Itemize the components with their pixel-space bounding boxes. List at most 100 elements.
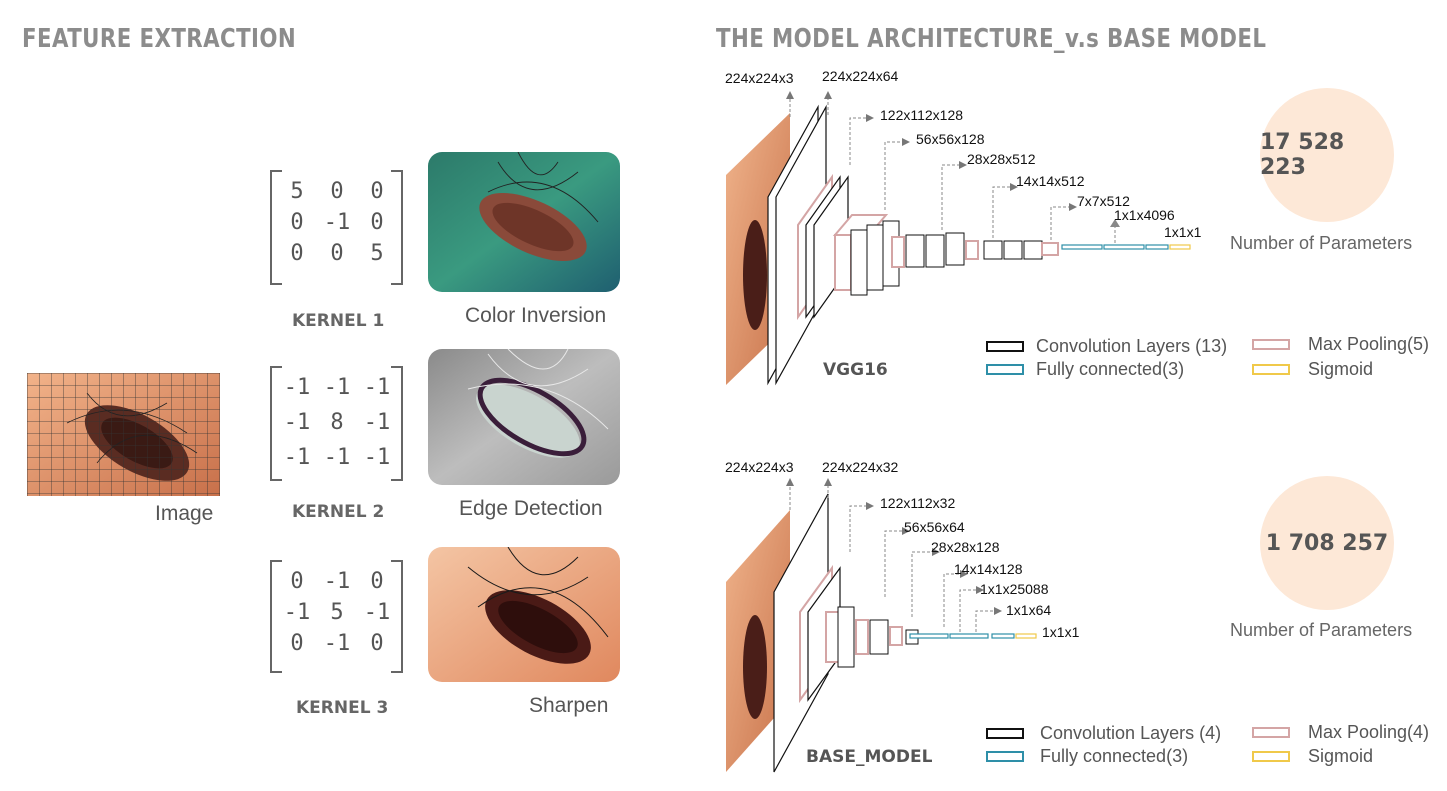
legend-conv-label: Convolution Layers (13) (1036, 336, 1228, 356)
vgg-dim-4: 28x28x512 (967, 151, 1036, 167)
matrix-cell: 0 (290, 210, 304, 235)
vgg16-param-circle: 17 528 223 (1260, 88, 1394, 222)
legend-conv-label: Convolution Layers (4) (1040, 723, 1222, 743)
matrix-cell: 0 (330, 241, 344, 266)
base-dim-5: 14x14x128 (954, 561, 1023, 577)
vgg-dim-3: 56x56x128 (916, 131, 985, 147)
base-param-circle: 1 708 257 (1260, 476, 1394, 610)
sigmoid-layer (1015, 633, 1037, 639)
fc-layer (1061, 244, 1103, 250)
matrix-cell: 5 (330, 600, 344, 625)
color-inversion-image (428, 152, 620, 292)
edge-detection-label: Edge Detection (459, 497, 603, 520)
base-dim-8: 1x1x1 (1042, 624, 1080, 640)
conv-layer (925, 234, 945, 268)
lesion (743, 220, 767, 330)
vgg-dim-2: 122x112x128 (880, 107, 964, 123)
sigmoid-layer (1169, 244, 1191, 250)
vgg16-diagram (726, 91, 1191, 386)
fc-layer (909, 633, 949, 639)
base-dim-6: 1x1x25088 (980, 581, 1049, 597)
conv-layer (945, 232, 965, 266)
matrix-cell: -1 (323, 445, 351, 470)
source-image (27, 373, 220, 496)
kernel-3-label: KERNEL 3 (296, 698, 389, 718)
fc-swatch (986, 364, 1024, 375)
base-dim-conv1: 224x224x32 (822, 459, 899, 475)
base-dim-input: 224x224x3 (725, 459, 794, 475)
legend-pool: Max Pooling(4) (1252, 722, 1429, 743)
kernel-2-label: KERNEL 2 (292, 502, 385, 522)
vgg-dim-5: 14x14x512 (1016, 173, 1085, 189)
legend-pool-label: Max Pooling(5) (1308, 334, 1430, 354)
matrix-cell: 0 (370, 631, 384, 656)
base-param-label: Number of Parameters (1230, 620, 1413, 640)
base-dim-3: 56x56x64 (904, 519, 965, 535)
matrix-cell: 0 (370, 179, 384, 204)
base-dim-7: 1x1x64 (1006, 602, 1052, 618)
matrix-cell: 5 (370, 241, 384, 266)
pool-layer (834, 234, 852, 291)
feature-extraction-title: FEATURE EXTRACTION (22, 24, 297, 54)
matrix-cell: 5 (290, 179, 304, 204)
vgg-dim-conv1: 224x224x64 (822, 68, 899, 84)
matrix-cell: -1 (323, 375, 351, 400)
conv-layer (983, 240, 1003, 260)
legend-fc-label: Fully connected(3) (1040, 746, 1189, 766)
conv-layer (905, 234, 925, 268)
matrix-cell: 0 (370, 569, 384, 594)
sigmoid-swatch (1252, 364, 1290, 375)
legend-sigmoid-label: Sigmoid (1308, 359, 1374, 379)
fc-swatch (986, 751, 1024, 762)
base-model-diagram (726, 478, 1037, 773)
kernel-1-matrix: 5 0 0 0 -1 0 0 0 5 (270, 170, 403, 285)
legend-conv: Convolution Layers (13) (986, 336, 1227, 357)
image-label: Image (155, 502, 214, 525)
legend-sigmoid-label: Sigmoid (1308, 746, 1374, 766)
vgg16-param-count: 17 528 223 (1260, 130, 1345, 180)
bracket-right (391, 170, 403, 285)
kernel-2-matrix: -1 -1 -1 -1 8 -1 -1 -1 -1 (270, 366, 403, 481)
pool-layer (891, 236, 905, 268)
architecture-title: THE MODEL ARCHITECTURE_v.s BASE MODEL (716, 24, 1267, 54)
color-inversion-label: Color Inversion (465, 304, 607, 327)
base-dim-2: 122x112x32 (880, 495, 956, 511)
sharpen-label: Sharpen (529, 694, 609, 717)
edge-detection-image (428, 349, 620, 485)
vgg-dim-6: 7x7x512 (1077, 193, 1130, 209)
matrix-cell: -1 (283, 410, 311, 435)
legend-sigmoid: Sigmoid (1252, 359, 1373, 380)
matrix-cell: -1 (283, 375, 311, 400)
conv-layer (866, 224, 884, 291)
bracket-right (391, 560, 403, 673)
pool-layer (965, 240, 979, 260)
fc-layer (1145, 244, 1169, 250)
sigmoid-swatch (1252, 751, 1290, 762)
legend-fc: Fully connected(3) (986, 359, 1184, 380)
bracket-left (270, 560, 282, 673)
vgg-dim-8: 1x1x1 (1164, 224, 1202, 240)
matrix-cell: 0 (290, 241, 304, 266)
conv-layer (837, 606, 855, 668)
matrix-cell: 0 (290, 569, 304, 594)
matrix-cell: 8 (330, 410, 344, 435)
bracket-right (391, 366, 403, 481)
pool-layer (855, 619, 869, 655)
bracket-left (270, 366, 282, 481)
conv-layer (869, 619, 889, 655)
conv-layer (850, 229, 868, 296)
pool-layer (889, 626, 903, 646)
kernel-1-label: KERNEL 1 (292, 311, 385, 331)
bracket-left (270, 170, 282, 285)
conv-swatch (986, 728, 1024, 739)
matrix-cell: -1 (323, 631, 351, 656)
matrix-cell: -1 (363, 600, 391, 625)
fc-layer (949, 633, 989, 639)
legend-pool-label: Max Pooling(4) (1308, 722, 1430, 742)
matrix-cell: 0 (330, 179, 344, 204)
matrix-cell: 0 (370, 210, 384, 235)
sharpen-image (428, 547, 620, 682)
matrix-cell: 0 (290, 631, 304, 656)
matrix-cell: -1 (323, 569, 351, 594)
fc-layer (991, 633, 1015, 639)
